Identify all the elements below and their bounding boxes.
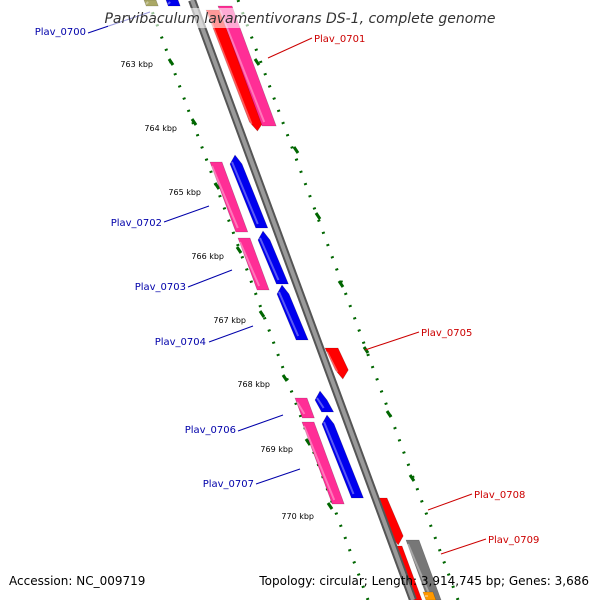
gene-label-plav-0707[interactable]: Plav_0707 bbox=[203, 479, 254, 490]
gene-label-plav-0700[interactable]: Plav_0700 bbox=[35, 27, 86, 38]
gene-plav-0706-blue-body bbox=[314, 390, 335, 413]
gene-plav-0707-pink-shine bbox=[303, 425, 336, 501]
gene-plav-0703-blue-body bbox=[257, 230, 289, 285]
gene-olive-top-body bbox=[143, 0, 159, 7]
gene-plav-0702-pink-shine bbox=[211, 165, 239, 229]
gene-plav-0703-blue bbox=[257, 230, 289, 285]
gene-plav-0702-pink bbox=[209, 161, 249, 233]
major-tick-mark bbox=[314, 212, 322, 220]
gene-label-plav-0709[interactable]: Plav_0709 bbox=[488, 535, 539, 546]
label-leader-line bbox=[440, 538, 487, 555]
title-backdrop bbox=[108, 8, 492, 28]
major-tick-mark bbox=[258, 310, 266, 318]
gene-plav-0701-pink bbox=[217, 5, 277, 127]
gene-plav-0704-blue-shine bbox=[278, 291, 300, 337]
gene-bottom-orange-body bbox=[422, 591, 437, 600]
major-tick-mark bbox=[385, 410, 393, 418]
gene-plav-0706-pink bbox=[294, 397, 315, 419]
gene-label-plav-0701[interactable]: Plav_0701 bbox=[314, 34, 365, 45]
gene-label-plav-0705[interactable]: Plav_0705 bbox=[421, 328, 472, 339]
gene-plav-0702-pink-body bbox=[209, 161, 249, 233]
tick-label: 768 kbp bbox=[237, 380, 270, 389]
gene-plav-0707-pink-body bbox=[301, 421, 345, 505]
gene-plav-0702-blue-shine bbox=[231, 161, 259, 225]
accession-text: Accession: NC_009719 bbox=[9, 574, 145, 588]
gene-plav-0703-blue-shine bbox=[259, 237, 280, 281]
major-tick-mark bbox=[326, 502, 334, 510]
gene-plav-0701-red-shine bbox=[207, 13, 253, 125]
major-tick-mark bbox=[213, 182, 221, 190]
label-leader-line bbox=[364, 331, 420, 351]
major-tick-mark bbox=[292, 146, 300, 154]
label-leader-line bbox=[208, 325, 254, 343]
genome-backbone-highlight bbox=[190, 0, 415, 600]
tick-label: 770 kbp bbox=[281, 512, 314, 521]
genome-summary-text: Topology: circular; Length: 3,914,745 bp… bbox=[258, 574, 589, 588]
gene-plav-0706-blue bbox=[314, 390, 335, 413]
major-tick-mark bbox=[235, 246, 243, 254]
gene-blue-top-body bbox=[165, 0, 181, 7]
gene-plav-0706-pink-body bbox=[294, 397, 315, 419]
gene-bottom-orange bbox=[422, 591, 437, 600]
gene-plav-0701-pink-shine bbox=[219, 9, 266, 123]
major-tick-mark bbox=[167, 58, 175, 66]
label-leader-line bbox=[237, 414, 284, 432]
gene-plav-0707-pink bbox=[301, 421, 345, 505]
gene-plav-0706-pink-shine bbox=[296, 401, 306, 415]
features bbox=[143, 0, 442, 600]
gene-plav-0709-gray-shine bbox=[407, 543, 432, 597]
tick-label: 763 kbp bbox=[120, 60, 153, 69]
gene-olive-top-shine bbox=[145, 1, 149, 5]
label-leaders bbox=[87, 11, 487, 555]
gene-plav-0703-pink-shine bbox=[239, 241, 261, 287]
map-title: Parvibaculum lavamentivorans DS-1, compl… bbox=[104, 11, 495, 27]
tick-label: 767 kbp bbox=[213, 316, 246, 325]
gene-blue-top bbox=[165, 0, 181, 7]
gene-plav-0701-pink-body bbox=[217, 5, 277, 127]
gene-plav-0709-gray-body bbox=[405, 539, 442, 600]
gene-label-plav-0703[interactable]: Plav_0703 bbox=[135, 282, 186, 293]
major-tick-mark bbox=[281, 374, 289, 382]
gene-plav-0703-pink-body bbox=[237, 237, 270, 291]
label-leader-line bbox=[163, 205, 210, 223]
gene-blue-top-shine bbox=[167, 1, 171, 5]
label-leader-line bbox=[187, 269, 233, 288]
gene-label-plav-0708[interactable]: Plav_0708 bbox=[474, 490, 525, 501]
tick-labels: 763 kbp 764 kbp 765 kbp 766 kbp 767 kbp 768 k… bbox=[120, 60, 314, 521]
gene-plav-0705-red bbox=[324, 347, 349, 380]
tick-label: 765 kbp bbox=[168, 188, 201, 197]
gene-label-plav-0704[interactable]: Plav_0704 bbox=[155, 337, 206, 348]
gene-plav-0703-pink bbox=[237, 237, 270, 291]
label-leader-line bbox=[255, 468, 301, 485]
gene-plav-0707-blue-body bbox=[321, 414, 364, 499]
gene-plav-0705-red-body bbox=[324, 347, 349, 380]
gene-plav-0709-gray bbox=[405, 539, 442, 600]
gene-label-plav-0706[interactable]: Plav_0706 bbox=[185, 425, 236, 436]
gene-plav-0707-blue bbox=[321, 414, 364, 499]
gene-olive-top bbox=[143, 0, 159, 7]
major-tick-mark bbox=[190, 118, 198, 126]
gene-plav-0707-blue-shine bbox=[323, 421, 355, 495]
major-tick-mark bbox=[304, 438, 312, 446]
tick-track-2 bbox=[236, 0, 460, 600]
tick-label: 769 kbp bbox=[260, 445, 293, 454]
gene-labels: Plav_0700 Plav_0701 Plav_0702 Plav_0703 Plav… bbox=[35, 27, 540, 546]
label-leader-line bbox=[267, 37, 313, 59]
major-tick-mark bbox=[337, 280, 345, 288]
major-tick-mark bbox=[253, 58, 261, 66]
gene-plav-0704-blue-body bbox=[276, 284, 309, 341]
gene-plav-0702-blue-body bbox=[229, 154, 269, 229]
gene-plav-0705-red-shine bbox=[326, 351, 339, 373]
tick-label: 764 kbp bbox=[144, 124, 177, 133]
gene-plav-0706-blue-shine bbox=[316, 397, 325, 409]
major-tick-mark bbox=[408, 474, 416, 482]
gene-plav-0702-blue bbox=[229, 154, 269, 229]
gene-label-plav-0702[interactable]: Plav_0702 bbox=[111, 218, 162, 229]
gene-plav-0704-blue bbox=[276, 284, 309, 341]
tick-label: 766 kbp bbox=[191, 252, 224, 261]
label-leader-line bbox=[427, 493, 473, 511]
